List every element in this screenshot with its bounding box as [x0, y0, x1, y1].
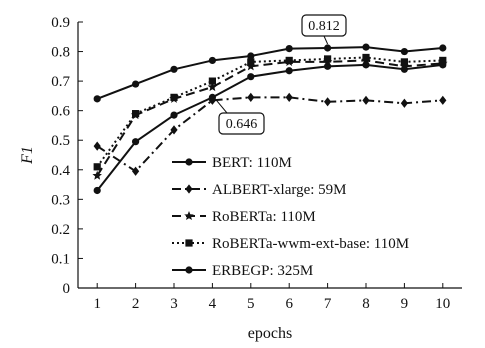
data-point [400, 47, 408, 56]
legend-item-5: ERBEGP: 325M [172, 263, 313, 279]
y-tick-label: 0.3 [51, 192, 70, 208]
x-tick-label: 4 [209, 296, 217, 312]
legend-item-1: BERT: 110M [172, 155, 292, 171]
legend-swatch-marker [184, 211, 194, 221]
data-point [247, 92, 255, 102]
data-point [208, 95, 216, 105]
x-tick-label: 9 [401, 296, 409, 312]
data-point [207, 82, 218, 92]
data-point [170, 65, 178, 73]
data-point [246, 61, 256, 71]
series-2 [93, 92, 447, 176]
legend-swatch-marker [185, 184, 193, 194]
data-point [400, 98, 408, 108]
y-axis-label: F1 [19, 146, 36, 165]
annotation-label: 0.646 [226, 117, 258, 132]
legend-swatch-marker [185, 266, 193, 274]
data-point [132, 138, 140, 146]
data-point [362, 43, 370, 51]
data-point [170, 111, 178, 119]
series-line [96, 96, 443, 173]
series-4 [93, 53, 447, 171]
y-tick-label: 0.7 [51, 74, 70, 90]
y-tick-label: 0 [63, 281, 71, 297]
legend-swatch-marker [185, 239, 193, 247]
legend-label: ERBEGP: 325M [212, 263, 313, 279]
data-point [132, 110, 140, 118]
legend-swatch-marker [185, 158, 193, 166]
y-tick-label: 0.6 [51, 104, 70, 120]
y-tick-label: 0.4 [51, 163, 70, 179]
axes: 0 0.1 0.2 0.3 0.4 0.5 0.6 0.7 0.8 0.9 1 2 3 4 5 6 7 8 9 10 [51, 15, 462, 312]
data-point [92, 170, 102, 180]
annotation-layer: 0.812 0.646 [215, 14, 347, 135]
data-point [208, 77, 216, 85]
data-point [132, 80, 140, 88]
legend-item-4: RoBERTa-wwm-ext-base: 110M [172, 236, 409, 252]
x-tick-label: 5 [247, 296, 255, 312]
x-tick-label: 6 [285, 296, 293, 312]
data-point [439, 95, 447, 105]
x-axis-label: epochs [248, 325, 292, 342]
data-point [285, 92, 293, 102]
data-point [285, 56, 293, 65]
y-tick-label: 0.2 [51, 222, 70, 238]
data-point [93, 163, 101, 171]
data-point [93, 95, 101, 103]
series-line [96, 63, 443, 192]
legend-label: BERT: 110M [212, 155, 292, 171]
series-line [96, 56, 443, 168]
series-line [96, 46, 443, 100]
x-tick-label: 7 [324, 296, 332, 312]
annotation-leader [215, 98, 228, 114]
y-tick-label: 0.9 [51, 15, 70, 31]
data-point [93, 186, 101, 195]
y-tick-label: 0.8 [51, 45, 70, 61]
legend: BERT: 110M ALBERT-xlarge: 59M RoBERTa: 110… [172, 155, 409, 279]
y-tick-label: 0.5 [51, 133, 70, 149]
data-point [285, 67, 293, 75]
data-point [170, 125, 178, 135]
x-tick-label: 8 [362, 296, 370, 312]
data-point [132, 166, 140, 176]
legend-label: ALBERT-xlarge: 59M [212, 182, 347, 198]
data-point [208, 56, 216, 65]
data-point [324, 97, 332, 107]
annotation-box [301, 14, 347, 37]
series-5 [93, 43, 447, 103]
y-tick-label: 0.1 [51, 251, 70, 267]
x-tick-label: 3 [170, 296, 178, 312]
data-point [93, 141, 101, 151]
x-tick-label: 2 [132, 296, 140, 312]
series-layer [92, 43, 448, 195]
data-point [400, 58, 408, 66]
legend-label: RoBERTa: 110M [212, 209, 316, 225]
data-point [362, 53, 370, 62]
data-point [324, 44, 332, 52]
series-line [96, 59, 443, 177]
data-point [439, 56, 447, 65]
data-point [399, 61, 410, 71]
data-point [285, 45, 293, 53]
data-point [247, 73, 255, 81]
data-point [362, 95, 370, 105]
data-point [247, 58, 255, 66]
legend-label: RoBERTa-wwm-ext-base: 110M [212, 236, 409, 252]
annotation-label: 0.812 [308, 19, 340, 34]
data-point [170, 93, 178, 101]
series-1 [93, 61, 447, 195]
x-tick-label: 10 [435, 296, 450, 312]
x-tick-label: 1 [93, 296, 101, 312]
data-point [439, 44, 447, 52]
annotation-box [218, 112, 265, 135]
legend-item-3: RoBERTa: 110M [172, 209, 316, 225]
data-point [324, 55, 332, 63]
data-point [247, 52, 255, 60]
legend-item-2: ALBERT-xlarge: 59M [172, 182, 347, 198]
annotation-leader [323, 35, 329, 45]
